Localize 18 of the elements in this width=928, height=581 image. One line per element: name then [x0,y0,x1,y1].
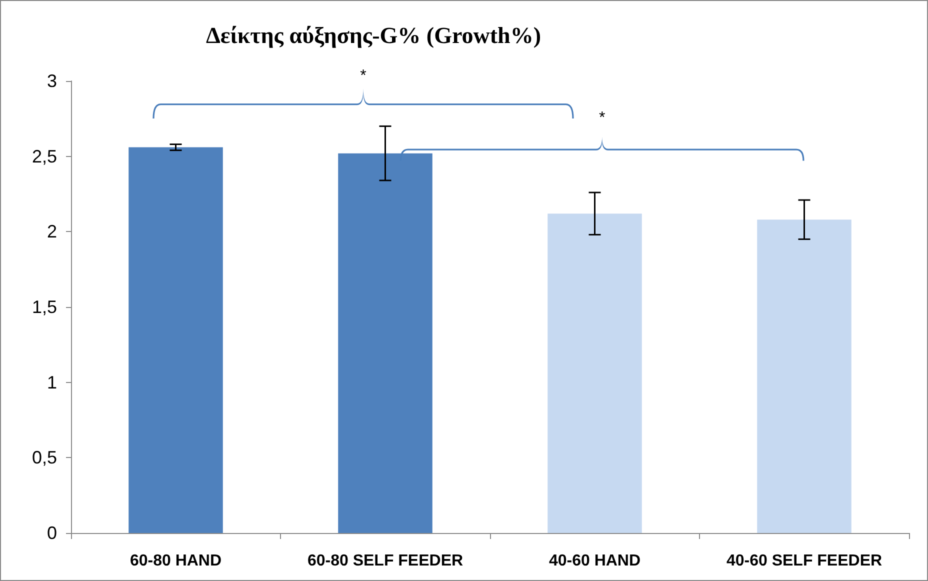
annotation: * [598,110,606,127]
y-tick-label: 2,5 [32,146,57,166]
y-tick-label: 0,5 [32,448,57,468]
bar [338,153,432,533]
y-tick-label: 2 [46,222,57,242]
bar [757,220,852,533]
x-tick-label: 40-60 HAND [548,552,641,570]
bar [128,147,223,533]
y-tick-label: 1 [46,372,57,392]
x-tick-label: 40-60 SELF FEEDER [726,552,882,570]
annotation: * [360,68,366,85]
bar [548,214,642,533]
chart-title: Δείκτης αύξησης-G% (Growth%) [206,23,541,48]
x-tick-label: 60-80 SELF FEEDER [307,552,464,570]
y-tick-label: 3 [46,71,57,91]
y-tick-label: 1,5 [32,297,57,317]
x-tick-label: 60-80 HAND [130,552,222,570]
y-tick-label: 0 [46,523,57,543]
